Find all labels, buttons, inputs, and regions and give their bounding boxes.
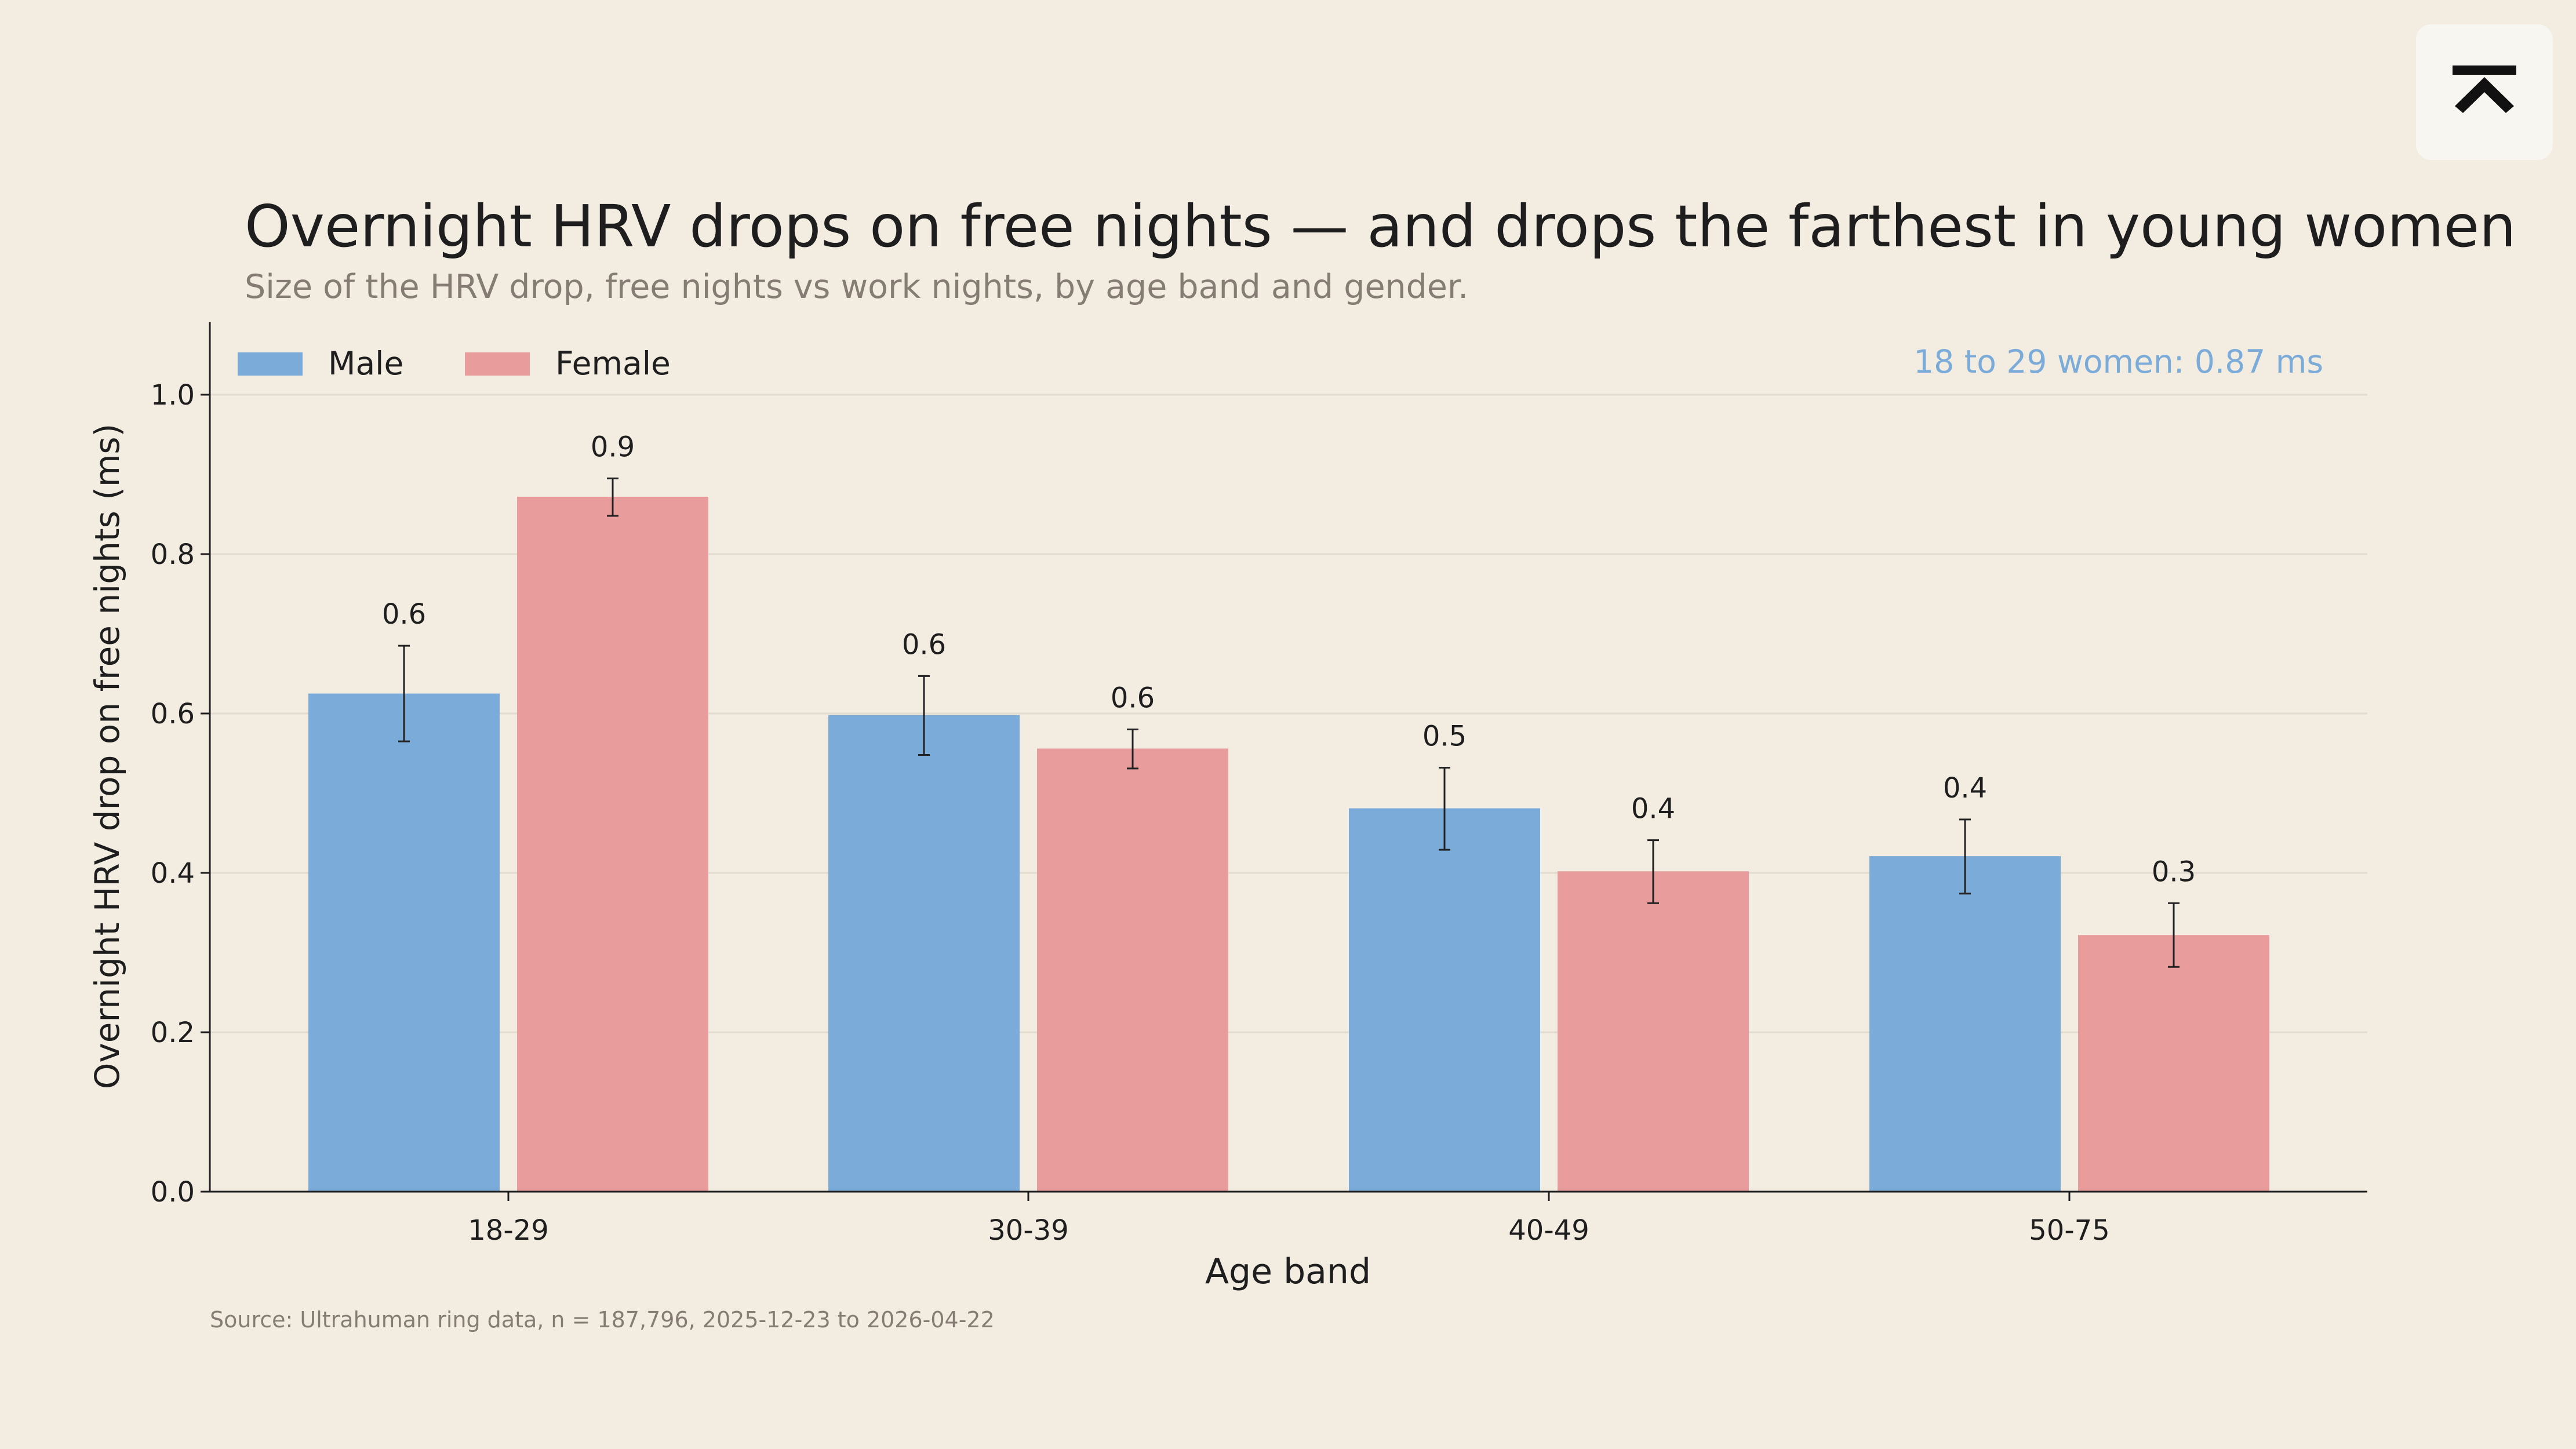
- bar-female: [517, 497, 708, 1192]
- data-label: 0.6: [902, 628, 946, 661]
- y-tick-label: 1.0: [151, 379, 195, 412]
- data-label: 0.5: [1422, 720, 1467, 753]
- y-tick-label: 0.6: [151, 698, 195, 730]
- bar-female: [2078, 935, 2269, 1192]
- y-axis-label: Overnight HRV drop on free nights (ms): [88, 424, 127, 1089]
- data-label: 0.6: [1111, 682, 1155, 715]
- legend-swatch-male: [238, 352, 303, 376]
- x-tick-label: 30-39: [988, 1214, 1068, 1247]
- y-tick-label: 0.2: [151, 1017, 195, 1049]
- x-tick-label: 40-49: [1508, 1214, 1589, 1247]
- data-label: 0.9: [591, 431, 635, 463]
- annotation: 18 to 29 women: 0.87 ms: [1913, 343, 2323, 380]
- chart-subtitle: Size of the HRV drop, free nights vs wor…: [245, 268, 1468, 306]
- axes: [201, 322, 2367, 1201]
- ultrahuman-logo-icon: [2453, 65, 2516, 113]
- x-axis-label: Age band: [1205, 1251, 1371, 1292]
- bars: [308, 497, 2269, 1192]
- y-tick-label: 0.4: [151, 857, 195, 890]
- bar-female: [1558, 871, 1749, 1192]
- error-bars: [398, 477, 2180, 968]
- x-tick-label: 18-29: [468, 1214, 548, 1247]
- data-label: 0.6: [382, 598, 426, 631]
- legend: Male Female: [238, 345, 671, 382]
- data-label: 0.4: [1631, 793, 1675, 825]
- chart-title: Overnight HRV drops on free nights — and…: [245, 192, 2516, 260]
- data-labels: 0.6 0.6 0.5 0.4 0.9 0.6 0.4 0.3: [382, 431, 2196, 888]
- bar-male: [1349, 808, 1540, 1192]
- y-tick-labels: 0.0 0.2 0.4 0.6 0.8 1.0: [151, 379, 195, 1208]
- legend-label-female: Female: [555, 345, 671, 382]
- legend-label-male: Male: [328, 345, 403, 382]
- bar-female: [1037, 748, 1228, 1192]
- logo-box: [2416, 24, 2553, 160]
- y-tick-label: 0.8: [151, 538, 195, 571]
- legend-swatch-female: [465, 352, 530, 376]
- bar-male: [1869, 856, 2061, 1192]
- source-note: Source: Ultrahuman ring data, n = 187,79…: [210, 1307, 995, 1333]
- data-label: 0.3: [2152, 855, 2196, 888]
- x-tick-label: 50-75: [2029, 1214, 2109, 1247]
- data-label: 0.4: [1943, 772, 1987, 804]
- y-tick-label: 0.0: [151, 1176, 195, 1208]
- x-tick-labels: 18-29 30-39 40-49 50-75: [468, 1214, 2109, 1247]
- bar-male: [308, 693, 500, 1192]
- bar-male: [828, 715, 1020, 1192]
